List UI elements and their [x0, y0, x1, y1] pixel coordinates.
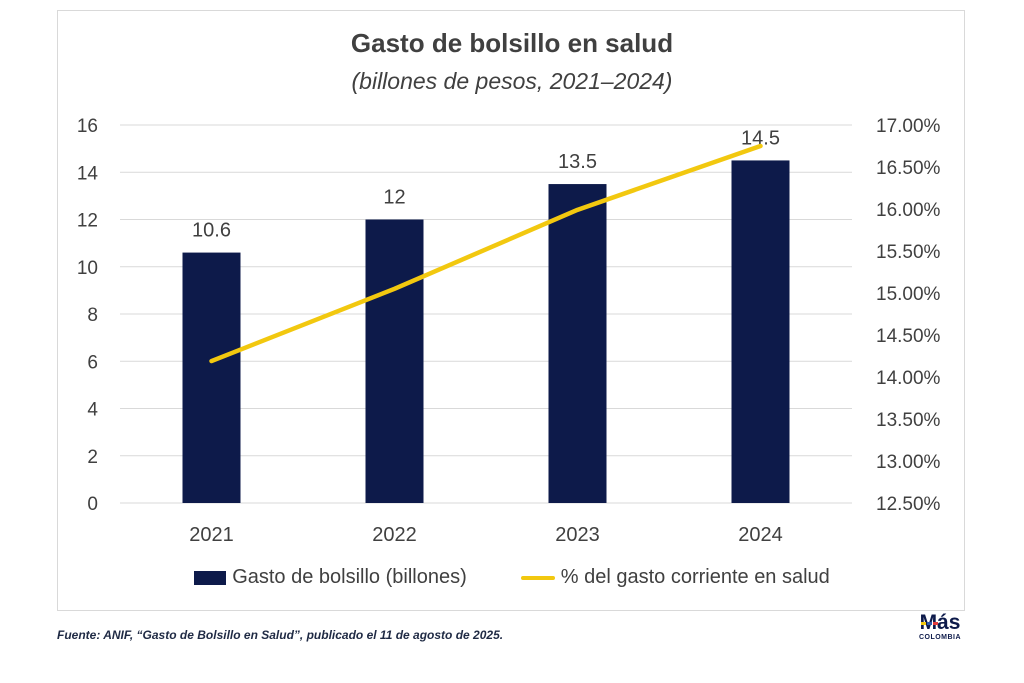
chart-title: Gasto de bolsillo en salud	[350, 28, 674, 58]
y-right-tick-label: 12.50%	[876, 494, 941, 515]
x-tick-label: 2024	[738, 524, 783, 546]
bar-2021	[182, 252, 241, 503]
y-left-tick-label: 16	[77, 116, 98, 137]
chart-subtitle: (billones de pesos, 2021–2024)	[351, 68, 673, 94]
y-left-tick-label: 8	[87, 305, 98, 326]
y-right-tick-label: 16.50%	[876, 158, 941, 179]
logo-dot	[921, 622, 926, 625]
bar-2023	[548, 184, 607, 503]
logo-dot	[927, 622, 932, 625]
logo-dot	[933, 622, 938, 625]
bar-data-label: 14.5	[741, 127, 780, 149]
logo-dots	[921, 612, 939, 630]
y-right-tick-label: 15.50%	[876, 242, 941, 263]
y-left-tick-label: 4	[87, 400, 98, 421]
y-right-tick-label: 16.00%	[876, 200, 941, 221]
y-right-tick-label: 13.00%	[876, 452, 941, 473]
legend-item-bar: Gasto de bolsillo (billones)	[194, 566, 467, 589]
logo-main-text: Más	[919, 611, 961, 634]
y-right-tick-label: 14.00%	[876, 368, 941, 389]
x-tick-label: 2021	[189, 524, 234, 546]
legend-label-line: % del gasto corriente en salud	[560, 566, 830, 588]
y-left-tick-label: 14	[77, 163, 99, 184]
y-right-tick-label: 13.50%	[876, 410, 941, 431]
bar-data-label: 10.6	[192, 220, 231, 242]
x-tick-label: 2023	[555, 524, 600, 546]
bar-2024	[731, 160, 790, 503]
y-right-tick-label: 14.50%	[876, 326, 941, 347]
legend-swatch-bar	[194, 570, 227, 585]
legend-item-line: % del gasto corriente en salud	[520, 566, 830, 589]
y-right-tick-label: 15.00%	[876, 284, 941, 305]
bar-data-label: 12	[383, 187, 405, 209]
legend-label-bar: Gasto de bolsillo (billones)	[232, 566, 467, 588]
y-left-tick-label: 12	[77, 211, 98, 232]
source-note: Fuente: ANIF, “Gasto de Bolsillo en Salu…	[57, 628, 504, 642]
logo-sub-text: COLOMBIA	[918, 634, 962, 641]
brand-logo: Más COLOMBIA	[908, 611, 972, 642]
y-left-tick-label: 6	[87, 352, 98, 373]
y-left-tick-label: 10	[77, 258, 98, 279]
y-left-tick-label: 2	[87, 447, 98, 468]
legend-swatch-line	[520, 575, 555, 580]
bar-2022	[365, 219, 424, 503]
chart-legend: Gasto de bolsillo (billones) % del gasto…	[0, 566, 1024, 589]
line-series-percent	[209, 143, 763, 364]
y-right-tick-label: 17.00%	[876, 116, 941, 137]
bar-data-label: 13.5	[558, 151, 597, 173]
x-tick-label: 2022	[372, 524, 417, 546]
y-left-tick-label: 0	[87, 494, 98, 515]
